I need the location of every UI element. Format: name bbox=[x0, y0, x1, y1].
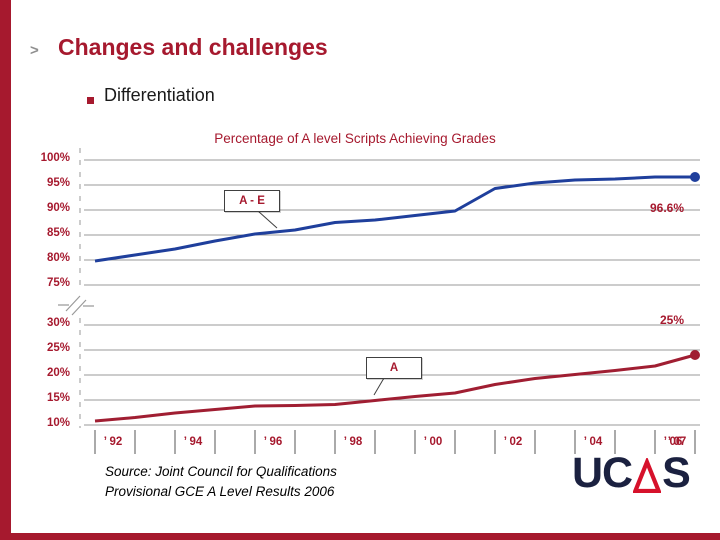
x-axis-label: ’ 92 bbox=[103, 436, 123, 448]
logo-triangle-icon bbox=[633, 458, 662, 494]
title-chevron-icon: > bbox=[30, 42, 39, 59]
source-text: Source: Joint Council for Qualifications… bbox=[105, 462, 337, 501]
y-axis-label: 20% bbox=[46, 367, 70, 379]
slide-subtitle: Differentiation bbox=[104, 85, 215, 105]
page-title: Changes and challenges bbox=[58, 34, 328, 60]
source-line-2: Provisional GCE A Level Results 2006 bbox=[105, 483, 335, 499]
series-end-dot bbox=[690, 172, 700, 182]
x-axis-label: ’ 94 bbox=[183, 436, 203, 448]
y-axis-label: 30% bbox=[46, 317, 70, 329]
callout-leader bbox=[373, 377, 385, 396]
annotation-blue-end-value: 96.6% bbox=[649, 201, 684, 215]
y-axis-label: 100% bbox=[40, 152, 70, 164]
ucas-logo: UC S bbox=[572, 449, 691, 497]
y-axis-label: 10% bbox=[46, 417, 70, 429]
y-axis-label: 95% bbox=[46, 177, 70, 189]
y-axis-label: 90% bbox=[46, 202, 70, 214]
logo-text-s: S bbox=[662, 449, 691, 497]
accent-bar-left bbox=[0, 0, 11, 540]
source-line-1: Source: Joint Council for Qualifications bbox=[105, 464, 337, 479]
y-axis-label: 85% bbox=[46, 227, 70, 239]
accent-bar-bottom bbox=[0, 533, 720, 540]
callout-series-a-e: A - E bbox=[224, 190, 280, 212]
x-axis-label: ’ 00 bbox=[423, 436, 443, 448]
series-end-dot bbox=[690, 350, 700, 360]
y-axis-label: 80% bbox=[46, 252, 70, 264]
x-axis-label: ’ 02 bbox=[503, 436, 523, 448]
annotation-red-end-value: 25% bbox=[659, 313, 684, 327]
x-axis-label: ’ 04 bbox=[583, 436, 603, 448]
x-axis-label: ’ 06 bbox=[663, 436, 683, 448]
callout-series-a: A bbox=[366, 357, 422, 379]
y-axis-label: 25% bbox=[46, 342, 70, 354]
logo-text-uc: UC bbox=[572, 449, 633, 497]
subtitle-square-bullet-icon bbox=[87, 97, 94, 104]
x-axis-label: ’ 96 bbox=[263, 436, 283, 448]
series-line-A - E bbox=[94, 175, 695, 263]
y-axis-label: 15% bbox=[46, 392, 70, 404]
axis-break-icon bbox=[58, 295, 94, 316]
chart-title: Percentage of A level Scripts Achieving … bbox=[214, 131, 496, 146]
x-axis-label: ’ 07 bbox=[667, 436, 687, 448]
callout-leader bbox=[257, 210, 278, 229]
x-axis-label: ’ 98 bbox=[343, 436, 363, 448]
y-axis-label: 75% bbox=[46, 277, 70, 289]
